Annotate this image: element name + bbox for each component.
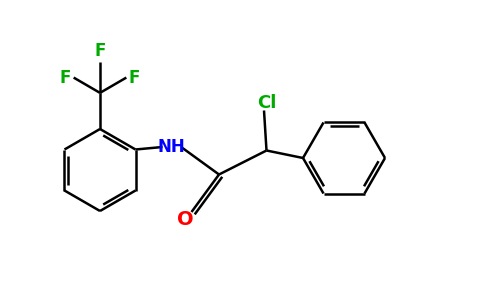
Text: F: F bbox=[94, 42, 106, 60]
Text: NH: NH bbox=[158, 138, 185, 156]
Text: Cl: Cl bbox=[257, 94, 276, 112]
Text: O: O bbox=[177, 210, 194, 229]
Text: F: F bbox=[60, 69, 71, 87]
Text: F: F bbox=[129, 69, 140, 87]
